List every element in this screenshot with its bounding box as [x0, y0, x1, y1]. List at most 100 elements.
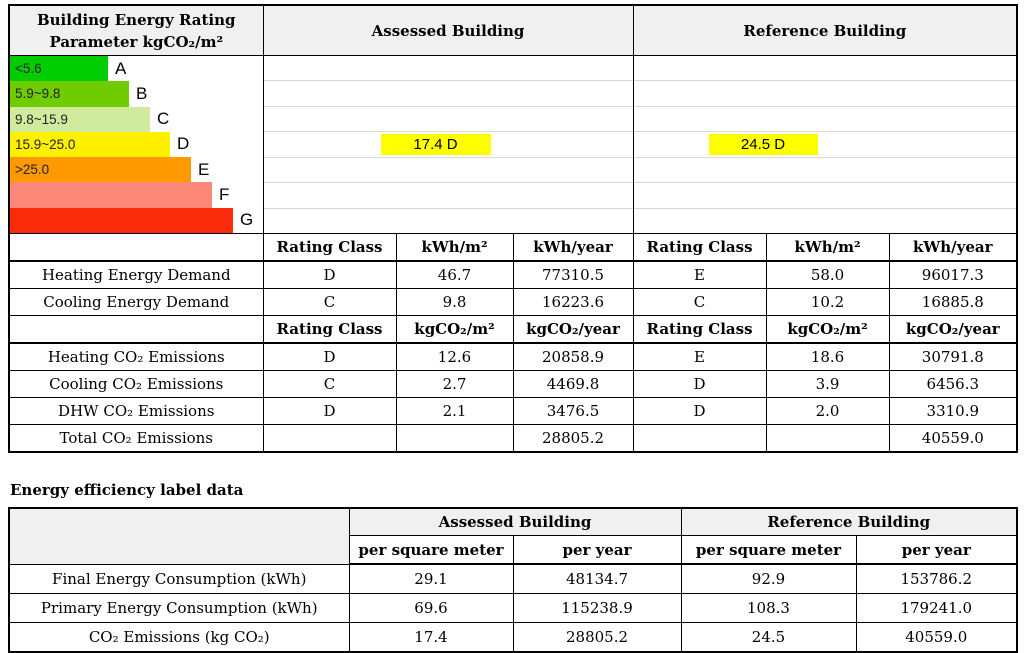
- rating-row: [264, 183, 633, 209]
- value-cell: [262, 424, 397, 453]
- value-cell: 48134.7: [512, 563, 682, 594]
- table-row-heating-energy: Heating Energy Demand D 46.7 77310.5 E 5…: [8, 260, 1018, 289]
- row-label: DHW CO₂ Emissions: [8, 397, 264, 425]
- column-header-rating-class: Rating Class: [632, 233, 767, 262]
- column-header-per-sqm: per square meter: [680, 535, 857, 565]
- value-cell: C: [632, 288, 767, 316]
- rating-band-bar-d: 15.9~25.0: [10, 131, 170, 158]
- rating-band-bar-f: [10, 182, 212, 208]
- empty-cell: [8, 233, 264, 262]
- assessed-building-header: Assessed Building: [348, 507, 682, 536]
- value-cell: 12.6: [395, 342, 514, 371]
- value-cell: 2.7: [395, 370, 514, 398]
- rating-row: [634, 57, 1017, 82]
- value-cell: 16885.8: [888, 288, 1018, 316]
- column-header-rating-class: Rating Class: [262, 315, 397, 344]
- rating-band-bar-g: [10, 207, 233, 233]
- rating-band-f: F: [10, 182, 262, 208]
- rating-row: [634, 107, 1017, 133]
- column-header-kwh-m2: kWh/m²: [395, 233, 514, 262]
- table-row-primary-energy: Primary Energy Consumption (kWh) 69.6 11…: [8, 593, 1018, 623]
- param-header-line2: Parameter kgCO₂/m²: [49, 32, 224, 51]
- rating-band-a: <5.6 A: [10, 56, 262, 82]
- energy-label-heading: Energy efficiency label data: [10, 481, 244, 499]
- energy-label-table: Assessed Building Reference Building per…: [8, 507, 1019, 653]
- value-cell: 153786.2: [855, 563, 1018, 594]
- reference-rating-cell: 24.5 D: [632, 55, 1018, 234]
- table-row-co2-emissions: CO₂ Emissions (kg CO₂) 17.4 28805.2 24.5…: [8, 622, 1018, 653]
- column-header-kgco2-m2: kgCO₂/m²: [395, 315, 514, 344]
- column-header-rating-class: Rating Class: [632, 315, 767, 344]
- table-row-total-co2: Total CO₂ Emissions 28805.2 40559.0: [8, 424, 1018, 453]
- rating-row: [264, 107, 633, 133]
- value-cell: 30791.8: [888, 342, 1018, 371]
- rating-row: [634, 209, 1016, 233]
- rating-row: 17.4 D: [264, 132, 633, 158]
- column-header-kgco2-m2: kgCO₂/m²: [765, 315, 890, 344]
- rating-row: [634, 183, 1017, 209]
- rating-row: [264, 57, 633, 82]
- reference-building-header: Reference Building: [632, 4, 1018, 56]
- rating-band-letter: B: [136, 83, 148, 103]
- value-cell: 40559.0: [855, 622, 1018, 653]
- rating-range-label: <5.6: [15, 61, 42, 77]
- value-cell: [765, 424, 890, 453]
- row-label: Primary Energy Consumption (kWh): [8, 593, 350, 623]
- value-cell: 2.0: [765, 397, 890, 425]
- column-header-per-year: per year: [512, 535, 682, 565]
- param-header: Building Energy Rating Parameter kgCO₂/m…: [8, 4, 264, 56]
- value-cell: 4469.8: [512, 370, 634, 398]
- table-row-cooling-energy: Cooling Energy Demand C 9.8 16223.6 C 10…: [8, 288, 1018, 316]
- label-table-header-row: Assessed Building Reference Building: [8, 507, 1018, 565]
- rating-band-bar-b: 5.9~9.8: [10, 81, 129, 107]
- value-cell: 17.4: [348, 622, 514, 653]
- value-cell: E: [632, 260, 767, 289]
- column-header-rating-class: Rating Class: [262, 233, 397, 262]
- value-cell: 69.6: [348, 593, 514, 623]
- rating-range-label: 15.9~25.0: [15, 136, 76, 152]
- row-label: Cooling CO₂ Emissions: [8, 370, 264, 398]
- rating-range-label: 9.8~15.9: [15, 111, 68, 127]
- co2-emissions-header-row: Rating Class kgCO₂/m² kgCO₂/year Rating …: [8, 315, 1018, 344]
- value-cell: 46.7: [395, 260, 514, 289]
- value-cell: 29.1: [348, 563, 514, 594]
- rating-scale: <5.6 A 5.9~9.8 B 9.8~15.9 C 15.9~25.0 D: [8, 55, 264, 234]
- rating-row: [634, 81, 1017, 107]
- rating-band-c: 9.8~15.9 C: [10, 106, 262, 132]
- value-cell: 18.6: [765, 342, 890, 371]
- rating-scale-row: <5.6 A 5.9~9.8 B 9.8~15.9 C 15.9~25.0 D: [8, 55, 1018, 234]
- rating-band-bar-e: >25.0: [10, 157, 191, 183]
- reference-rating-value: 24.5 D: [708, 133, 818, 155]
- rating-range-label: 5.9~9.8: [15, 86, 61, 102]
- value-cell: 115238.9: [512, 593, 682, 623]
- row-label: Heating CO₂ Emissions: [8, 342, 264, 371]
- value-cell: 3310.9: [888, 397, 1018, 425]
- reference-building-header: Reference Building: [680, 507, 1018, 536]
- row-label: Heating Energy Demand: [8, 260, 264, 289]
- rating-band-d: 15.9~25.0 D: [10, 131, 262, 158]
- value-cell: [632, 424, 767, 453]
- column-header-kgco2-year: kgCO₂/year: [512, 315, 634, 344]
- table-row-dhw-co2: DHW CO₂ Emissions D 2.1 3476.5 D 2.0 331…: [8, 397, 1018, 425]
- row-label: Cooling Energy Demand: [8, 288, 264, 316]
- row-label: CO₂ Emissions (kg CO₂): [8, 622, 350, 653]
- column-header-per-year: per year: [855, 535, 1018, 565]
- table-row-cooling-co2: Cooling CO₂ Emissions C 2.7 4469.8 D 3.9…: [8, 370, 1018, 398]
- assessed-rating-cell: 17.4 D: [262, 55, 634, 234]
- assessed-rating-value: 17.4 D: [380, 133, 491, 155]
- value-cell: 3.9: [765, 370, 890, 398]
- value-cell: 10.2: [765, 288, 890, 316]
- label-table-subheader-row: per square meter per year per square met…: [9, 535, 1018, 565]
- value-cell: D: [262, 260, 397, 289]
- column-header-kwh-year: kWh/year: [888, 233, 1018, 262]
- energy-demand-header-row: Rating Class kWh/m² kWh/year Rating Clas…: [8, 233, 1018, 262]
- rating-band-letter: E: [198, 159, 210, 179]
- rating-band-letter: F: [219, 185, 230, 205]
- rating-band-bar-c: 9.8~15.9: [10, 106, 150, 132]
- column-header-kwh-m2: kWh/m²: [765, 233, 890, 262]
- value-cell: [395, 424, 514, 453]
- value-cell: 3476.5: [512, 397, 634, 425]
- param-header-line1: Building Energy Rating: [36, 10, 236, 29]
- assessed-rating-rows: 17.4 D: [264, 57, 633, 233]
- value-cell: 24.5: [680, 622, 857, 653]
